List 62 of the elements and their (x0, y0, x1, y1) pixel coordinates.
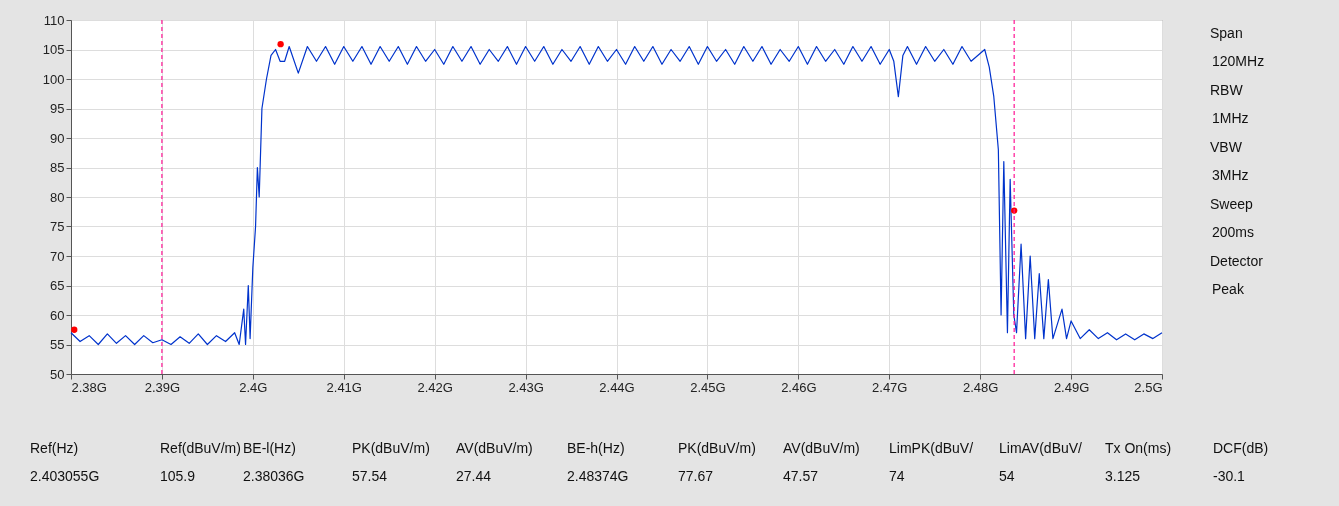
y-tick-label: 100 (42, 71, 65, 87)
x-tick-label: 2.47G (872, 379, 908, 395)
text: Peak (1212, 281, 1245, 297)
text: Detector (1210, 253, 1264, 269)
text: LimAV(dBuV/ (999, 440, 1083, 456)
y-tick-label: 85 (50, 160, 65, 175)
text: 74 (889, 468, 905, 484)
text: 3MHz (1212, 167, 1249, 183)
text: 120MHz (1212, 53, 1265, 69)
y-tick-label: 110 (43, 12, 65, 28)
x-tick-label: 2.46G (781, 379, 817, 395)
text: Ref(dBuV/m) (160, 440, 241, 456)
text: RBW (1210, 82, 1244, 98)
text: AV(dBuV/m) (456, 440, 533, 456)
text: 1MHz (1212, 110, 1249, 126)
text: 77.67 (678, 468, 714, 484)
x-tick-label: 2.45G (690, 379, 726, 395)
text: 3.125 (1105, 468, 1141, 484)
text: BE-h(Hz) (567, 440, 625, 456)
y-tick-label: 70 (50, 248, 65, 264)
text: AV(dBuV/m) (783, 440, 860, 456)
text: 27.44 (456, 468, 492, 484)
point (277, 41, 284, 48)
x-tick-label: 2.41G (326, 379, 362, 395)
x-tick-label: 2.49G (1053, 379, 1090, 395)
text: 47.57 (783, 468, 819, 484)
y-tick-label: 50 (50, 366, 65, 382)
x-tick-label: 2.5G (1134, 379, 1163, 395)
text: PK(dBuV/m) (678, 440, 756, 456)
x-tick-label: 2.39G (144, 379, 181, 395)
text: BE-l(Hz) (243, 440, 296, 456)
y-tick-label: 60 (50, 307, 65, 323)
x-tick-label: 2.44G (599, 379, 635, 395)
x-tick-label: 2.42G (417, 379, 453, 395)
y-tick-label: 105 (42, 42, 65, 57)
text: 2.403055G (30, 468, 100, 484)
point (71, 326, 78, 333)
text: 200ms (1212, 224, 1255, 240)
x-tick-label: 2.43G (508, 379, 544, 395)
x-tick-label: 2.48G (962, 379, 999, 395)
text: Sweep (1210, 196, 1254, 212)
text: DCF(dB) (1213, 440, 1269, 456)
y-tick-label: 80 (50, 189, 65, 205)
x-tick-label: 2.38G (71, 379, 107, 395)
text: 105.9 (160, 468, 196, 484)
text: VBW (1210, 139, 1243, 155)
y-tick-label: 65 (50, 278, 65, 293)
text: 54 (999, 468, 1015, 484)
y-tick-label: 90 (50, 130, 65, 146)
y-tick-label: 95 (50, 101, 65, 116)
text: 2.38036G (243, 468, 305, 484)
text: Ref(Hz) (30, 440, 79, 456)
text: Tx On(ms) (1105, 440, 1172, 456)
text: PK(dBuV/m) (352, 440, 430, 456)
text: 57.54 (352, 468, 388, 484)
y-tick-label: 75 (50, 219, 65, 234)
text: Span (1210, 25, 1243, 41)
text: -30.1 (1213, 468, 1246, 484)
text: 2.48374G (567, 468, 629, 484)
text: LimPK(dBuV/ (889, 440, 974, 456)
x-tick-label: 2.4G (239, 379, 268, 395)
y-tick-label: 55 (50, 337, 65, 352)
